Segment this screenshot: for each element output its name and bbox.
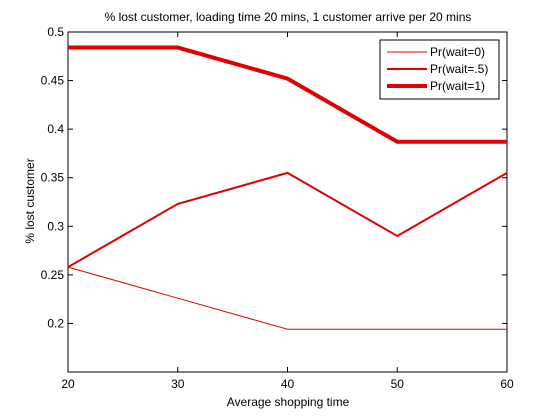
- y-tick-label: 0.4: [47, 122, 64, 136]
- legend-label: Pr(wait=0): [430, 45, 485, 59]
- legend-label: Pr(wait=1): [430, 79, 485, 93]
- series-lines: [67, 45, 508, 330]
- chart-title: % lost customer, loading time 20 mins, 1…: [105, 10, 472, 24]
- y-tick-label: 0.3: [47, 219, 64, 233]
- series-line: [68, 45, 507, 144]
- y-tick-label: 0.35: [41, 171, 65, 185]
- y-tick-label: 0.25: [41, 268, 65, 282]
- y-tick-label: 0.5: [47, 25, 64, 39]
- series-line: [67, 171, 508, 268]
- legend: Pr(wait=0) Pr(wait=.5) Pr(wait=1): [379, 39, 500, 100]
- x-tick-label: 60: [500, 377, 514, 391]
- x-axis-label: Average shopping time: [227, 395, 350, 409]
- y-axis: 0.2 0.25 0.3 0.35 0.4 0.45 0.5: [41, 25, 507, 330]
- x-tick-label: 50: [391, 377, 405, 391]
- x-axis: 20 30 40 50 60: [61, 32, 514, 391]
- x-tick-label: 30: [171, 377, 185, 391]
- x-tick-label: 20: [61, 377, 75, 391]
- y-axis-label: % lost customer: [23, 158, 37, 243]
- y-tick-label: 0.45: [41, 74, 65, 88]
- y-tick-label: 0.2: [47, 316, 64, 330]
- series-line: [67, 266, 507, 330]
- legend-label: Pr(wait=.5): [430, 62, 488, 76]
- x-tick-label: 40: [281, 377, 295, 391]
